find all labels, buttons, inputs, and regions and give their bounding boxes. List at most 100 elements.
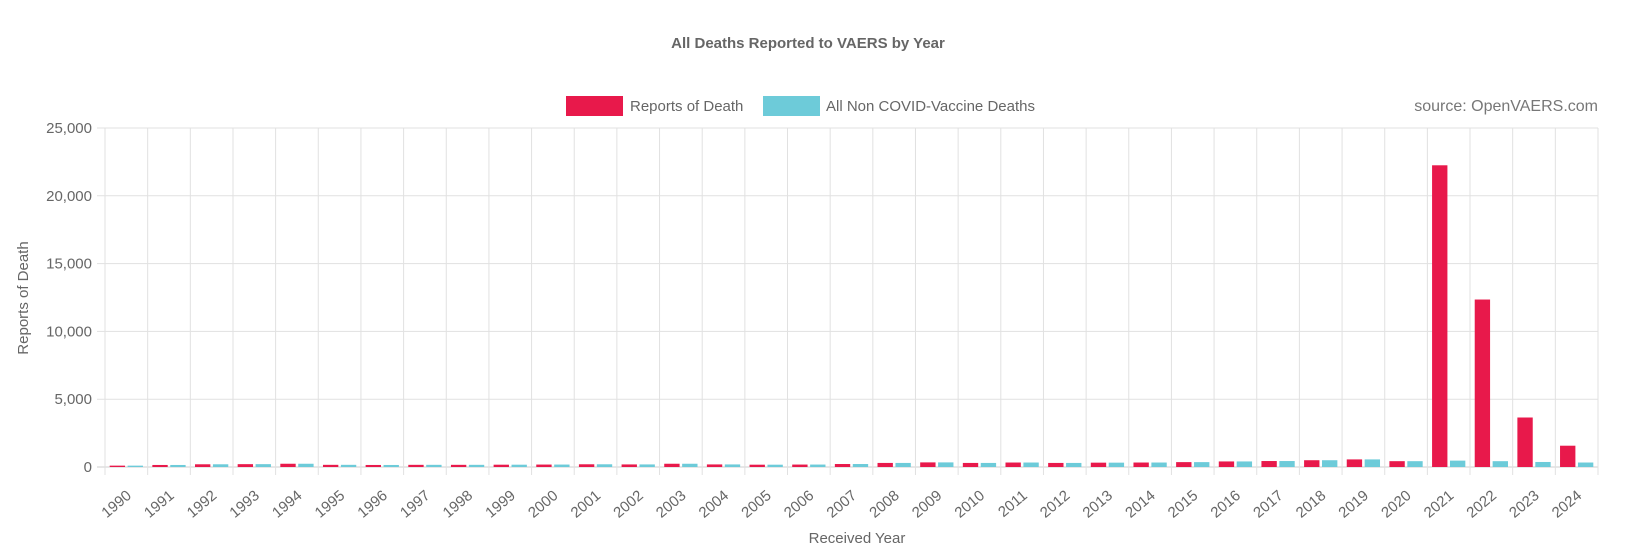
bar-reports-of-death[interactable] <box>962 462 979 467</box>
bar-non-covid-deaths[interactable] <box>724 464 741 467</box>
bar-reports-of-death[interactable] <box>1346 459 1363 467</box>
bar-reports-of-death[interactable] <box>1304 460 1320 467</box>
bar-reports-of-death[interactable] <box>408 464 424 467</box>
bar-non-covid-deaths[interactable] <box>212 464 229 467</box>
bar-reports-of-death[interactable] <box>621 464 637 467</box>
x-tick-label: 2015 <box>1165 487 1201 521</box>
bar-non-covid-deaths[interactable] <box>554 464 570 467</box>
x-tick-label: 2023 <box>1506 487 1542 521</box>
bar-non-covid-deaths[interactable] <box>1279 461 1295 467</box>
bar-reports-of-death[interactable] <box>1389 461 1405 467</box>
bar-reports-of-death[interactable] <box>109 465 126 467</box>
bar-non-covid-deaths[interactable] <box>1535 461 1551 467</box>
bar-non-covid-deaths[interactable] <box>426 464 442 467</box>
x-tick-label: 2005 <box>738 487 774 521</box>
bar-non-covid-deaths[interactable] <box>1151 462 1167 467</box>
legend: Reports of Death All Non COVID-Vaccine D… <box>566 96 1035 116</box>
x-tick-label: 2018 <box>1293 487 1329 521</box>
bar-reports-of-death[interactable] <box>1517 417 1533 467</box>
bar-non-covid-deaths[interactable] <box>596 464 613 467</box>
bar-reports-of-death[interactable] <box>706 464 723 467</box>
bar-non-covid-deaths[interactable] <box>852 464 869 467</box>
x-tick-label: 1994 <box>269 487 305 521</box>
bar-non-covid-deaths[interactable] <box>980 462 997 467</box>
x-tick-label: 2008 <box>866 487 902 521</box>
x-tick-label: 1997 <box>397 487 433 521</box>
bar-reports-of-death[interactable] <box>322 464 339 467</box>
bar-non-covid-deaths[interactable] <box>255 464 271 467</box>
bar-non-covid-deaths[interactable] <box>1449 460 1466 467</box>
bar-non-covid-deaths[interactable] <box>1194 462 1210 467</box>
bar-non-covid-deaths[interactable] <box>810 464 826 467</box>
x-tick-label: 2006 <box>781 487 817 521</box>
bar-non-covid-deaths[interactable] <box>1236 461 1253 467</box>
bar-non-covid-deaths[interactable] <box>1364 459 1381 467</box>
x-tick-label: 2020 <box>1378 487 1414 521</box>
bar-reports-of-death[interactable] <box>1005 462 1021 467</box>
bar-reports-of-death[interactable] <box>280 463 296 467</box>
x-tick-label: 2019 <box>1335 487 1371 521</box>
bar-non-covid-deaths[interactable] <box>1066 462 1082 467</box>
x-tick-label: 2013 <box>1080 487 1116 521</box>
bar-reports-of-death[interactable] <box>365 464 381 467</box>
x-tick-label: 2014 <box>1122 487 1158 521</box>
bar-non-covid-deaths[interactable] <box>895 462 911 467</box>
bar-reports-of-death[interactable] <box>536 464 552 467</box>
bar-non-covid-deaths[interactable] <box>1322 460 1338 467</box>
bar-reports-of-death[interactable] <box>920 462 936 467</box>
x-tick-label: 2021 <box>1421 487 1457 521</box>
legend-label-non-covid-deaths: All Non COVID-Vaccine Deaths <box>826 98 1035 115</box>
y-tick-label: 5,000 <box>54 391 92 408</box>
bar-non-covid-deaths[interactable] <box>340 464 357 467</box>
bar-non-covid-deaths[interactable] <box>1023 462 1039 467</box>
bar-reports-of-death[interactable] <box>1090 462 1107 467</box>
bar-non-covid-deaths[interactable] <box>468 464 485 467</box>
bar-reports-of-death[interactable] <box>1176 462 1192 467</box>
bar-reports-of-death[interactable] <box>664 463 680 467</box>
x-tick-label: 2000 <box>525 487 561 521</box>
bar-non-covid-deaths[interactable] <box>298 463 314 467</box>
bar-non-covid-deaths[interactable] <box>682 463 698 467</box>
bar-reports-of-death[interactable] <box>1560 445 1576 467</box>
bar-reports-of-death[interactable] <box>1133 462 1149 467</box>
bar-non-covid-deaths[interactable] <box>1108 462 1125 467</box>
bar-non-covid-deaths[interactable] <box>639 464 655 467</box>
bar-non-covid-deaths[interactable] <box>383 464 399 467</box>
bar-reports-of-death[interactable] <box>1048 462 1064 467</box>
bar-non-covid-deaths[interactable] <box>127 465 143 467</box>
bar-reports-of-death[interactable] <box>578 464 595 467</box>
bar-reports-of-death[interactable] <box>877 462 893 467</box>
x-tick-label: 2010 <box>952 487 988 521</box>
bar-non-covid-deaths[interactable] <box>170 464 186 467</box>
bar-reports-of-death[interactable] <box>493 464 509 467</box>
bar-reports-of-death[interactable] <box>749 464 765 467</box>
bar-non-covid-deaths[interactable] <box>767 464 783 467</box>
bar-reports-of-death[interactable] <box>792 464 808 467</box>
x-tick-label: 1993 <box>226 487 262 521</box>
bar-reports-of-death[interactable] <box>450 464 467 467</box>
bar-non-covid-deaths[interactable] <box>1577 462 1594 467</box>
x-tick-label: 2002 <box>610 487 646 521</box>
bar-non-covid-deaths[interactable] <box>938 462 954 467</box>
bar-reports-of-death[interactable] <box>152 464 168 467</box>
bar-non-covid-deaths[interactable] <box>1492 461 1508 467</box>
x-tick-label: 2007 <box>824 487 860 521</box>
bar-reports-of-death[interactable] <box>1218 461 1235 467</box>
legend-item-reports-of-death[interactable]: Reports of Death <box>566 96 743 116</box>
bar-reports-of-death[interactable] <box>1474 299 1491 467</box>
bar-non-covid-deaths[interactable] <box>511 464 527 467</box>
x-tick-label: 2004 <box>696 487 732 521</box>
x-tick-label: 1998 <box>440 487 476 521</box>
bar-reports-of-death[interactable] <box>237 464 254 467</box>
x-tick-label: 2017 <box>1250 487 1286 521</box>
bar-reports-of-death[interactable] <box>1261 461 1277 467</box>
bar-reports-of-death[interactable] <box>1432 165 1448 468</box>
bar-reports-of-death[interactable] <box>834 464 851 467</box>
x-tick-label: 1996 <box>354 487 390 521</box>
legend-item-non-covid-deaths[interactable]: All Non COVID-Vaccine Deaths <box>763 96 1035 116</box>
x-tick-label: 2022 <box>1463 487 1499 521</box>
bar-non-covid-deaths[interactable] <box>1407 461 1423 467</box>
bar-reports-of-death[interactable] <box>195 464 211 467</box>
legend-label-reports-of-death: Reports of Death <box>630 98 743 115</box>
y-tick-label: 10,000 <box>46 323 92 340</box>
